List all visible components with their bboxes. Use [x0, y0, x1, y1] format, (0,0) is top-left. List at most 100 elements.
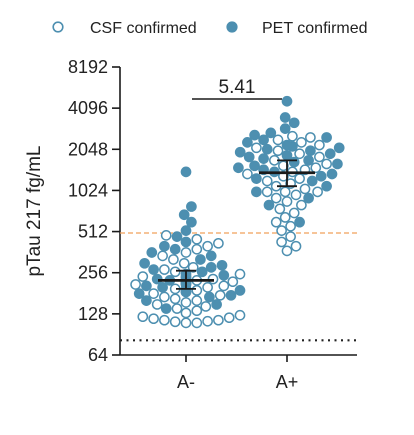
point-pet-confirmed: [303, 192, 314, 204]
point-pet-confirmed: [249, 129, 260, 141]
point-csf-confirmed: [227, 276, 239, 288]
reference-lines: [120, 232, 357, 342]
point-pet-confirmed: [279, 112, 291, 123]
point-csf-confirmed: [137, 271, 149, 282]
point-pet-confirmed: [279, 123, 291, 134]
point-pet-confirmed: [169, 243, 181, 255]
point-pet-confirmed: [315, 170, 327, 182]
point-csf-confirmed: [223, 312, 235, 324]
point-csf-confirmed: [281, 245, 293, 257]
point-pet-confirmed: [249, 160, 260, 172]
point-pet-confirmed: [333, 142, 345, 154]
point-pet-confirmed: [146, 247, 158, 258]
x-tick-label: A-: [177, 372, 195, 392]
point-csf-confirmed: [202, 282, 213, 293]
point-pet-confirmed: [196, 266, 208, 278]
point-pet-confirmed: [234, 146, 246, 158]
point-pet-confirmed: [211, 299, 222, 310]
point-pet-confirmed: [281, 95, 293, 107]
point-pet-confirmed: [281, 149, 293, 161]
point-csf-confirmed: [310, 162, 322, 174]
point-pet-confirmed: [195, 254, 206, 265]
point-csf-confirmed: [296, 199, 307, 211]
point-csf-confirmed: [261, 186, 273, 198]
point-pet-confirmed: [225, 289, 237, 301]
x-tick-label: A+: [276, 372, 299, 392]
point-csf-confirmed: [305, 132, 316, 143]
point-pet-confirmed: [139, 257, 150, 269]
point-pet-confirmed: [303, 154, 314, 166]
legend-label-pet: PET confirmed: [262, 20, 368, 37]
point-csf-confirmed: [202, 240, 213, 252]
point-pet-confirmed: [261, 143, 273, 155]
point-pet-confirmed: [251, 173, 262, 184]
point-pet-confirmed: [321, 132, 332, 143]
point-csf-confirmed: [148, 313, 159, 325]
point-pet-confirmed: [251, 186, 262, 198]
point-csf-confirmed: [276, 236, 287, 248]
point-csf-confirmed: [159, 264, 170, 275]
point-pet-confirmed: [234, 285, 246, 296]
point-csf-confirmed: [191, 317, 203, 329]
legend-marker-csf: [52, 21, 64, 33]
point-csf-confirmed: [279, 186, 291, 198]
point-csf-confirmed: [218, 280, 230, 292]
point-csf-confirmed: [294, 148, 305, 160]
point-pet-confirmed: [178, 209, 190, 221]
point-pet-confirmed: [326, 168, 338, 180]
point-pet-confirmed: [281, 139, 293, 151]
point-pet-confirmed: [204, 291, 215, 303]
y-axis-title: pTau 217 fg/mL: [24, 146, 45, 277]
point-pet-confirmed: [180, 166, 192, 178]
point-pet-confirmed: [180, 225, 192, 236]
point-pet-confirmed: [242, 137, 253, 148]
point-csf-confirmed: [287, 130, 298, 142]
point-csf-confirmed: [159, 314, 170, 326]
point-csf-confirmed: [200, 301, 212, 312]
point-pet-confirmed: [205, 250, 217, 262]
point-csf-confirmed: [251, 142, 262, 154]
point-csf-confirmed: [159, 291, 170, 303]
y-tick-label: 256: [78, 263, 108, 283]
point-pet-confirmed: [141, 295, 152, 306]
point-pet-confirmed: [157, 282, 168, 293]
point-csf-confirmed: [242, 168, 253, 180]
point-csf-confirmed: [285, 220, 296, 232]
y-tick-label: 2048: [68, 139, 108, 159]
point-csf-confirmed: [234, 309, 246, 321]
point-csf-confirmed: [157, 250, 168, 262]
point-pet-confirmed: [233, 162, 244, 174]
point-pet-confirmed: [332, 158, 343, 170]
point-csf-confirmed: [290, 189, 302, 201]
point-csf-confirmed: [290, 240, 302, 252]
fold-change-label: 5.41: [219, 77, 256, 98]
point-csf-confirmed: [234, 268, 246, 280]
point-pet-confirmed: [294, 216, 305, 228]
point-pet-confirmed: [305, 145, 316, 157]
point-csf-confirmed: [171, 303, 183, 314]
point-csf-confirmed: [285, 231, 296, 242]
y-tick-label: 512: [78, 222, 108, 242]
point-csf-confirmed: [180, 317, 192, 329]
point-csf-confirmed: [213, 237, 224, 249]
point-csf-confirmed: [281, 196, 293, 207]
point-csf-confirmed: [213, 314, 224, 326]
point-pet-confirmed: [265, 127, 277, 139]
point-csf-confirmed: [168, 254, 179, 265]
point-csf-confirmed: [169, 266, 181, 278]
point-pet-confirmed: [186, 216, 197, 228]
point-csf-confirmed: [169, 293, 181, 305]
point-csf-confirmed: [274, 203, 286, 215]
point-pet-confirmed: [133, 288, 145, 299]
point-csf-confirmed: [191, 305, 203, 317]
point-pet-confirmed: [186, 201, 197, 212]
point-csf-confirmed: [191, 295, 203, 306]
point-csf-confirmed: [270, 192, 282, 204]
point-pet-confirmed: [288, 117, 300, 129]
y-tick-label: 4096: [68, 98, 108, 118]
point-csf-confirmed: [180, 247, 192, 258]
y-axis: 64 128 256 512 1024 2048 4096 8192: [68, 57, 121, 365]
point-pet-confirmed: [148, 264, 159, 275]
data-points: [130, 95, 345, 329]
summary-bars: [158, 159, 315, 290]
